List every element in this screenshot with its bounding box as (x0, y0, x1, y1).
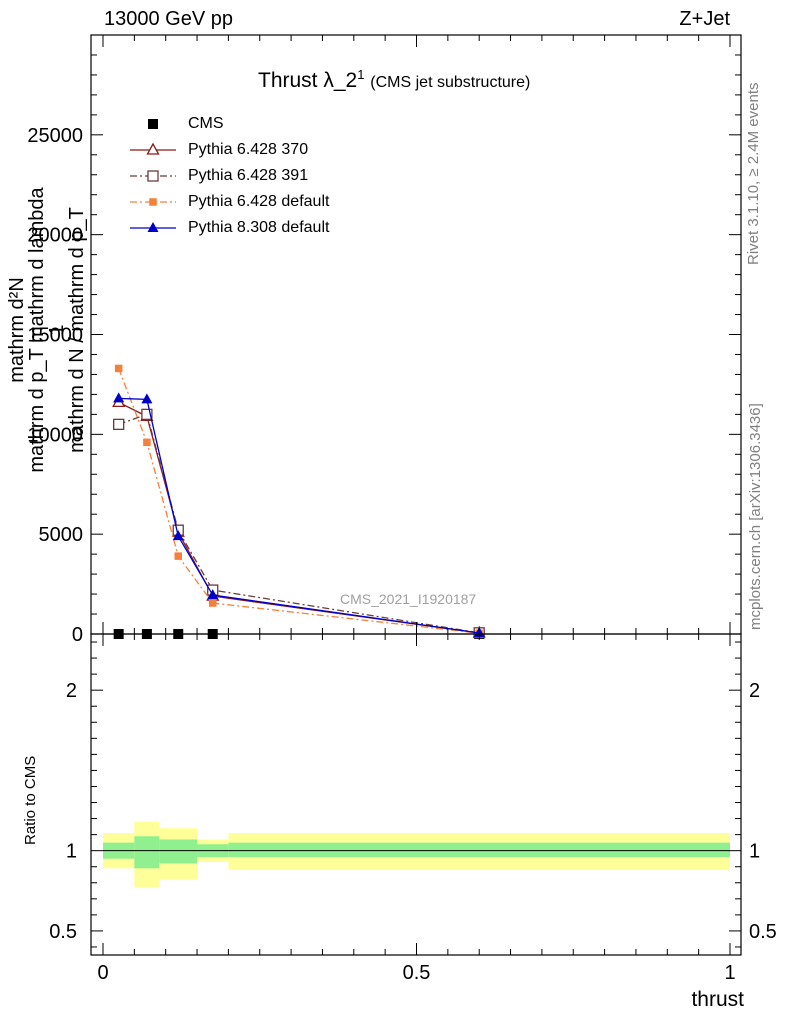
ylabel-line-3: 1 (46, 324, 68, 336)
data-point (174, 552, 182, 560)
data-point (114, 364, 123, 373)
legend-swatch-pythia6-391 (130, 170, 176, 182)
legend-swatch-pythia6-370 (130, 142, 176, 155)
legend-label: Pythia 6.428 391 (188, 167, 309, 184)
legend-marker (148, 119, 158, 129)
y-tick-label: 25000 (27, 125, 83, 147)
title-sup: 1 (357, 67, 365, 82)
ratio-y-tick-label: 2 (66, 680, 77, 702)
ylabel-line-1: mathrm d²N (6, 277, 28, 383)
data-point (113, 418, 125, 431)
analysis-watermark: CMS_2021_I1920187 (340, 591, 477, 607)
ratio-y-tick-label-right: 0.5 (749, 921, 777, 943)
y-tick-label: 0 (72, 624, 83, 646)
data-point (207, 589, 219, 600)
y-tick-label: 10000 (27, 424, 83, 446)
chart-title: Thrust λ_21 (CMS jet substructure) (258, 67, 530, 93)
legend-swatch-cms (148, 119, 158, 129)
legend-label: Pythia 8.308 default (188, 219, 330, 236)
data-point (172, 530, 184, 541)
x-axis-label: thrust (691, 988, 744, 1011)
data-point (208, 599, 217, 607)
legend-marker (146, 142, 160, 155)
data-point (141, 408, 153, 421)
process-label: Z+Jet (679, 8, 730, 30)
legend-item-pythia6-370: Pythia 6.428 370 (130, 138, 308, 162)
ratio-band-stat (159, 839, 198, 864)
y-tick-label: 15000 (27, 325, 83, 347)
ratio-y-tick-label-right: 2 (749, 680, 760, 702)
ratio-frame (90, 633, 742, 956)
ratio-y-axis-label: Ratio to CMS (22, 755, 39, 845)
legend-item-cms: CMS (130, 112, 224, 136)
x-tick-label: 0 (97, 962, 108, 984)
legend-marker (149, 198, 157, 206)
rivet-label: Rivet 3.1.10, ≥ 2.4M events (745, 82, 762, 266)
legend-label: CMS (188, 115, 224, 132)
data-point (141, 393, 153, 404)
legend-item-pythia6-391: Pythia 6.428 391 (130, 164, 308, 188)
legend-marker (147, 170, 159, 182)
legend-item-pythia8-default: Pythia 8.308 default (130, 216, 329, 240)
legend-item-pythia6-default: Pythia 6.428 default (130, 190, 329, 214)
mcplots-label: mcplots.cern.ch [arXiv:1306.3436] (747, 403, 764, 630)
axes: 0 5000 10000 15000 20000 25000 0.5 0.5 1 1 2 2 0 0.5 1 (27, 34, 777, 984)
energy-label: 13000 GeV pp (104, 8, 233, 30)
legend-marker (147, 222, 159, 232)
legend-swatch-pythia8-default (130, 222, 176, 232)
x-tick-label: 1 (724, 962, 735, 984)
ratio-band-stat (228, 842, 730, 858)
series-line (118, 413, 480, 634)
legend-swatch-pythia6-default (130, 198, 176, 206)
ratio-y-tick-label-right: 1 (749, 841, 760, 863)
title-sub: (CMS jet substructure) (370, 74, 531, 91)
y-tick-label: 20000 (27, 225, 83, 247)
ratio-y-tick-label: 0.5 (49, 921, 77, 943)
ylabel-line-4: mathrm d N / mathrm d p_T (66, 207, 88, 453)
x-tick-label: 0.5 (403, 962, 431, 984)
legend-label: Pythia 6.428 default (188, 193, 330, 210)
data-point (113, 392, 125, 403)
ratio-y-tick-label: 1 (66, 841, 77, 863)
title-main: Thrust λ_2 (258, 69, 358, 92)
ratio-bands (103, 821, 730, 888)
data-point (143, 438, 151, 447)
legend-label: Pythia 6.428 370 (188, 141, 309, 158)
ratio-band-stat (134, 836, 160, 869)
main-y-axis-label: mathrm d²N mathrm d p_T mathrm d lambda … (4, 30, 94, 630)
y-tick-label: 5000 (39, 524, 84, 546)
ylabel-line-2: mathrm d p_T mathrm d lambda (26, 187, 48, 473)
